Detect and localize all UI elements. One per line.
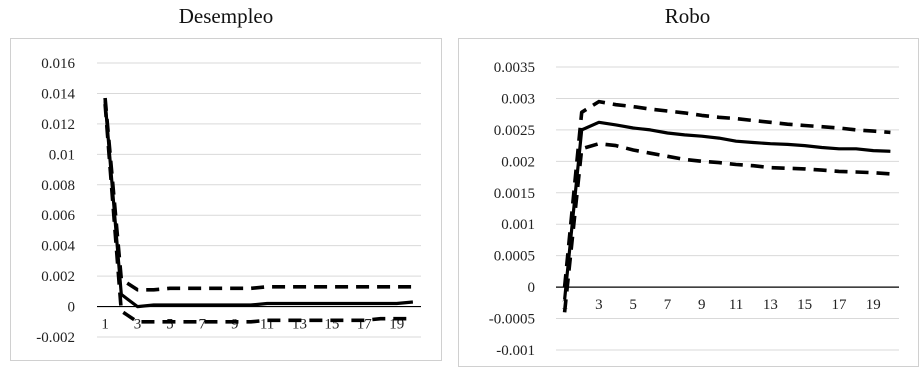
y-tick-label: -0.001 [496,343,535,359]
x-tick-label: 7 [199,317,207,333]
y-tick-label: 0 [528,280,536,296]
impulse-response-line [563,120,891,300]
y-tick-label: 0 [68,300,76,316]
x-tick-label: 19 [866,297,881,313]
y-tick-label: 0.002 [501,154,535,170]
y-tick-label: 0.0035 [494,60,535,76]
y-tick-label: 0.016 [41,56,75,72]
confidence-band-line [562,141,891,313]
x-tick-label: 3 [134,317,142,333]
x-tick-label: 17 [831,297,847,313]
x-tick-label: 7 [664,297,672,313]
chart-frame: 0.0035 0.003 0.0025 0.002 0.0015 0.001 0.0005 0… [458,38,919,367]
x-tick-label: 5 [629,297,637,313]
chart-title: Robo [664,4,711,28]
x-tick-label: 11 [729,297,743,313]
y-tick-label: 0.006 [41,208,75,224]
chart-frame: 0.016 0.014 0.012 0.01 0.008 0.006 0.004 0.002 0… [10,38,442,361]
y-tick-label: -0.0005 [489,312,535,328]
confidence-band-line [562,99,891,288]
y-tick-label: -0.002 [36,330,75,346]
x-tick-label: 5 [166,317,174,333]
y-tick-label: 0.001 [501,217,535,233]
impulse-response-line [103,100,414,309]
chart-panel-desempleo: Desempleo 0.016 0.014 0.012 0.01 0.008 0.006 0… [0,0,452,368]
y-tick-label: 0.014 [41,86,75,102]
x-tick-label: 3 [595,297,603,313]
chart-plot-robo: 0.0035 0.003 0.0025 0.002 0.0015 0.001 0.0005 0… [489,60,899,359]
y-tick-label: 0.0025 [494,123,535,139]
y-tick-label: 0.002 [41,269,75,285]
x-tick-label: 15 [797,297,812,313]
y-tick-label: 0.012 [41,117,75,133]
y-tick-label: 0.0015 [494,186,535,202]
y-tick-label: 0.003 [501,91,535,107]
confidence-band-line [103,97,413,292]
y-tick-label: 0.004 [41,239,75,255]
y-tick-label: 0.0005 [494,249,535,265]
confidence-band-line [103,103,413,324]
x-tick-label: 9 [698,297,706,313]
x-tick-label: 1 [101,317,109,333]
y-tick-label: 0.01 [49,147,75,163]
chart-panel-robo: Robo 0.0035 0.003 0.0025 0.002 0.0015 0.001 0.… [452,0,923,368]
x-tick-label: 19 [389,317,404,333]
chart-title: Desempleo [178,4,274,28]
x-tick-label: 9 [231,317,239,333]
y-tick-label: 0.008 [41,178,75,194]
x-tick-label: 13 [763,297,778,313]
chart-plot-desempleo: 0.016 0.014 0.012 0.01 0.008 0.006 0.004 0.002 0… [36,56,421,346]
